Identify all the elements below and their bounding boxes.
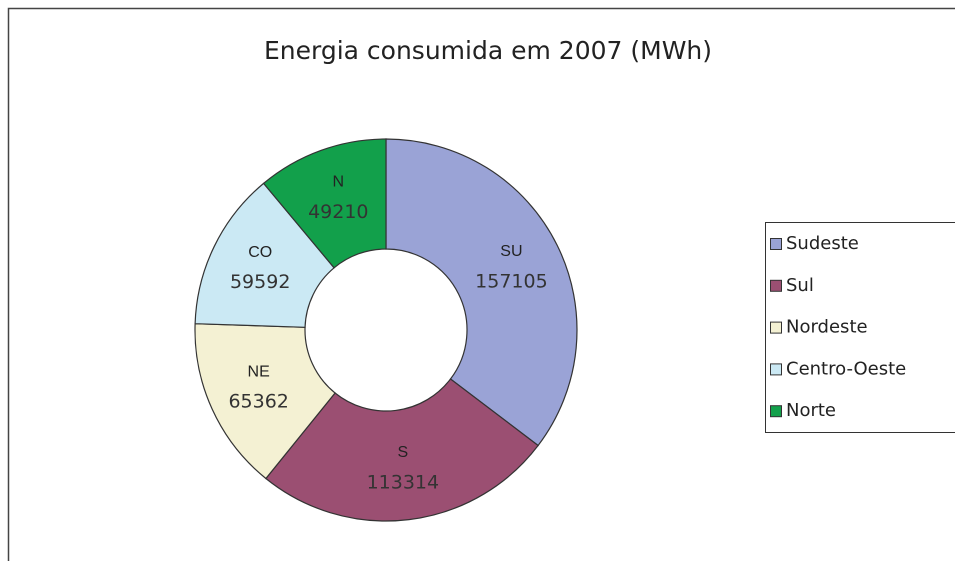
donut-slice xyxy=(265,378,539,522)
chart-frame xyxy=(7,7,955,561)
legend-swatch xyxy=(770,405,782,418)
legend-swatch xyxy=(770,321,782,334)
slice-value: 59592 xyxy=(230,271,290,293)
donut-slice xyxy=(385,138,578,447)
slice-label: NE xyxy=(248,363,270,380)
slice-value: 49210 xyxy=(308,201,368,223)
slice-value: 65362 xyxy=(228,391,288,413)
donut-slice xyxy=(262,138,387,269)
chart-title: Energia consumida em 2007 (MWh) xyxy=(264,36,712,65)
slice-value: 157105 xyxy=(475,270,548,292)
slice-label: CO xyxy=(248,244,272,261)
legend-swatch xyxy=(770,363,782,376)
slice-label: N xyxy=(333,174,345,191)
slice-value: 113314 xyxy=(367,471,440,493)
legend-label: Norte xyxy=(786,400,836,421)
legend-swatch xyxy=(770,238,782,250)
legend-label: Centro-Oeste xyxy=(786,358,906,379)
legend-box xyxy=(765,222,955,433)
slice-label: SU xyxy=(500,243,522,260)
donut-slice xyxy=(194,323,336,480)
legend-label: Nordeste xyxy=(786,317,868,338)
legend-label: Sul xyxy=(786,275,814,296)
slice-label: S xyxy=(397,444,408,461)
legend-label: Sudeste xyxy=(786,233,859,254)
legend-swatch xyxy=(770,279,782,292)
